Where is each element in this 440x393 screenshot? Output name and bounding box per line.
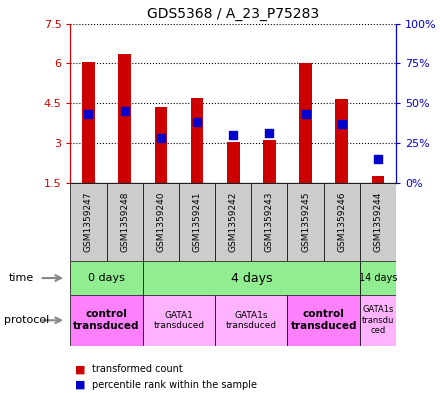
Text: GSM1359243: GSM1359243 <box>265 192 274 252</box>
Bar <box>215 295 287 346</box>
Text: GSM1359244: GSM1359244 <box>374 192 382 252</box>
Point <box>230 132 237 138</box>
Bar <box>227 141 239 183</box>
Text: time: time <box>9 273 34 283</box>
Bar <box>191 98 203 183</box>
Bar <box>324 183 360 261</box>
Point <box>374 156 381 162</box>
Text: GSM1359245: GSM1359245 <box>301 192 310 252</box>
Text: percentile rank within the sample: percentile rank within the sample <box>92 380 257 390</box>
Point <box>302 111 309 118</box>
Bar <box>371 176 384 183</box>
Point <box>121 108 128 114</box>
Bar <box>287 183 324 261</box>
Text: protocol: protocol <box>4 315 50 325</box>
Bar <box>179 183 215 261</box>
Bar <box>360 295 396 346</box>
Bar <box>360 261 396 295</box>
Bar <box>143 261 360 295</box>
Text: control
transduced: control transduced <box>73 310 140 331</box>
Text: 4 days: 4 days <box>231 272 272 285</box>
Bar <box>215 183 251 261</box>
Text: GSM1359240: GSM1359240 <box>156 192 165 252</box>
Text: 0 days: 0 days <box>88 273 125 283</box>
Text: ■: ■ <box>75 380 85 390</box>
Bar <box>70 261 143 295</box>
Bar <box>106 183 143 261</box>
Text: ■: ■ <box>75 364 85 375</box>
Bar <box>143 183 179 261</box>
Text: 14 days: 14 days <box>359 273 397 283</box>
Text: transformed count: transformed count <box>92 364 183 375</box>
Bar <box>154 107 167 183</box>
Text: GSM1359248: GSM1359248 <box>120 192 129 252</box>
Bar <box>263 140 276 183</box>
Bar <box>251 183 287 261</box>
Point <box>266 130 273 136</box>
Point <box>194 119 201 125</box>
Point <box>338 121 345 127</box>
Bar <box>118 54 131 183</box>
Bar <box>143 295 215 346</box>
Bar <box>360 183 396 261</box>
Point <box>158 135 165 141</box>
Bar <box>82 62 95 183</box>
Bar <box>70 183 106 261</box>
Point <box>85 111 92 118</box>
Text: GATA1
transduced: GATA1 transduced <box>154 310 205 330</box>
Bar <box>299 63 312 183</box>
Text: GSM1359247: GSM1359247 <box>84 192 93 252</box>
Text: GSM1359246: GSM1359246 <box>337 192 346 252</box>
Text: control
transduced: control transduced <box>290 310 357 331</box>
Bar <box>287 295 360 346</box>
Text: GSM1359241: GSM1359241 <box>193 192 202 252</box>
Text: GSM1359242: GSM1359242 <box>229 192 238 252</box>
Title: GDS5368 / A_23_P75283: GDS5368 / A_23_P75283 <box>147 7 319 21</box>
Text: GATA1s
transduced: GATA1s transduced <box>226 310 277 330</box>
Bar <box>70 295 143 346</box>
Bar <box>335 99 348 183</box>
Text: GATA1s
transdu
ced: GATA1s transdu ced <box>362 305 394 335</box>
